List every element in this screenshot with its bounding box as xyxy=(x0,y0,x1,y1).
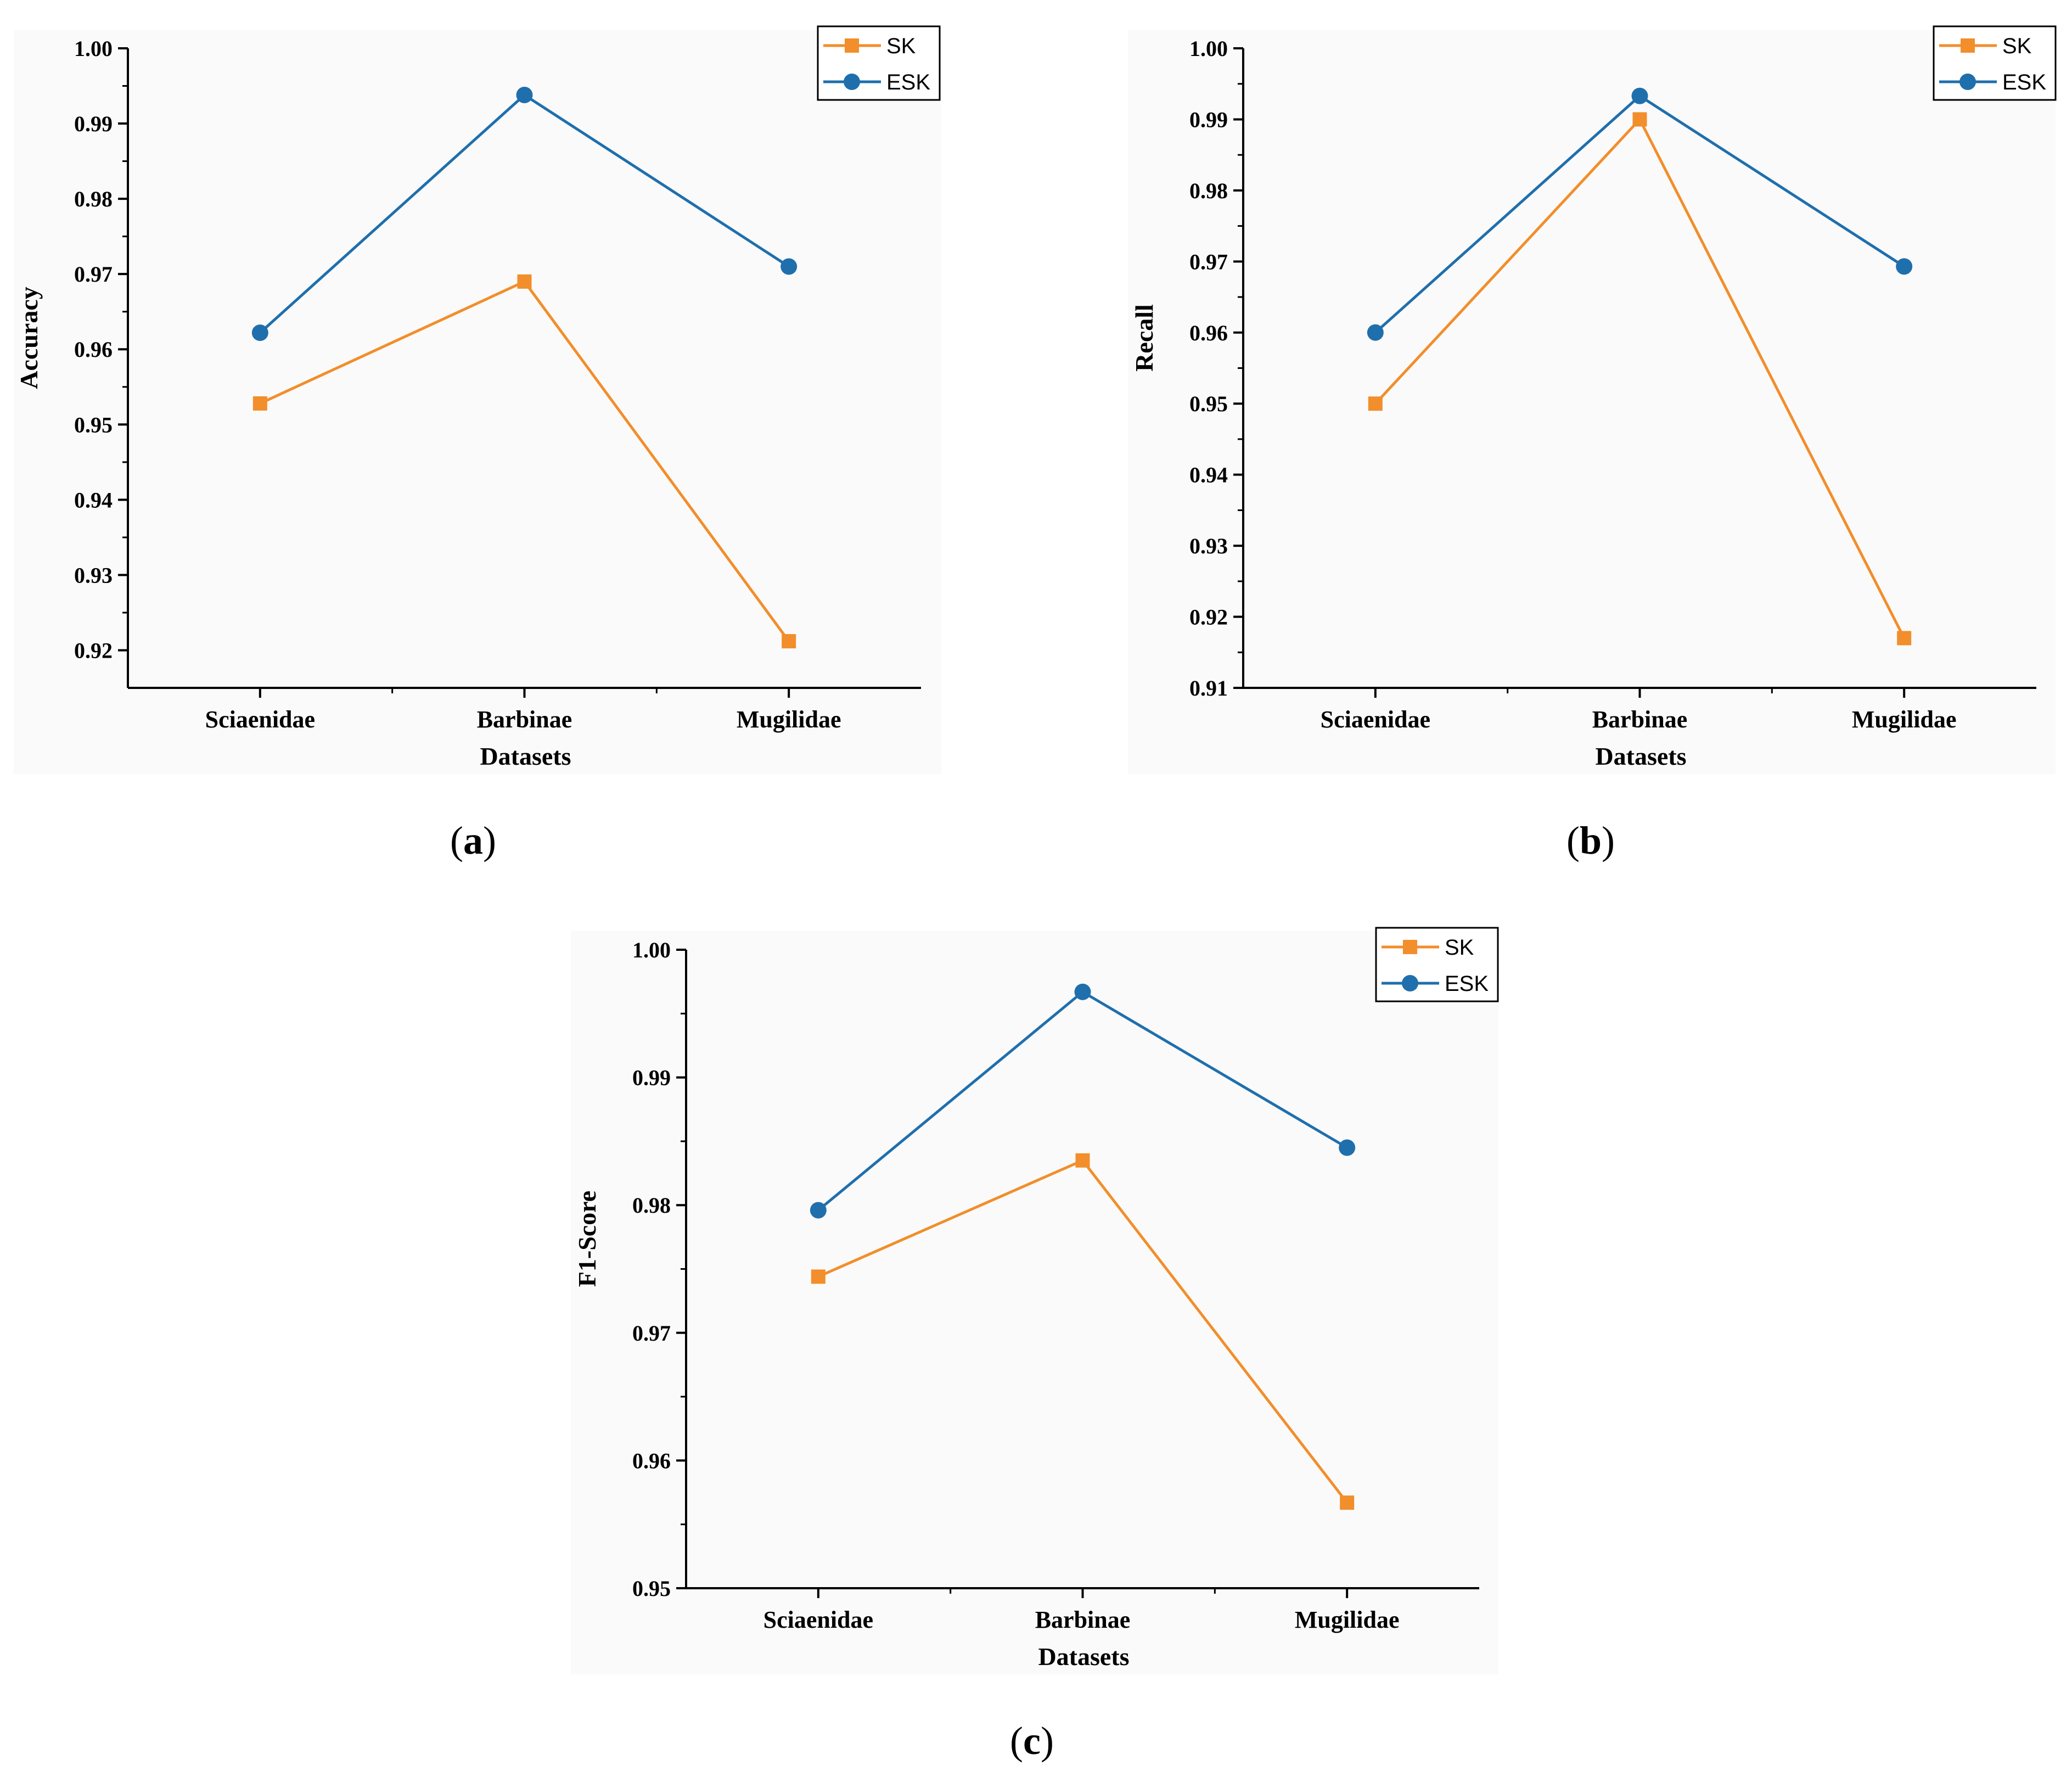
data-point-esk xyxy=(251,324,268,341)
plot-background xyxy=(14,30,941,774)
x-tick-label: Sciaenidae xyxy=(1321,706,1430,733)
data-point-sk xyxy=(1897,631,1912,646)
y-tick-label: 0.94 xyxy=(1189,463,1228,487)
chart-panel-b: 0.91 0.92 0.93 0.94 0.95 0.96 0.97 0.98 0.99 1.00… xyxy=(1128,25,2057,862)
data-point-esk xyxy=(810,1202,827,1219)
y-axis-title: F1-Score xyxy=(573,1191,601,1287)
legend: SK ESK xyxy=(817,25,941,101)
x-tick-label: Mugilidae xyxy=(1852,706,1957,733)
y-tick-label: 0.93 xyxy=(74,563,113,587)
y-tick-label: 0.96 xyxy=(632,1448,671,1473)
y-tick-label: 0.93 xyxy=(1189,534,1228,558)
y-tick-label: 1.00 xyxy=(74,36,113,61)
x-tick-label: Barbinae xyxy=(1592,706,1688,733)
legend-label-esk: ESK xyxy=(1445,972,1489,996)
data-point-sk xyxy=(1340,1495,1355,1510)
y-tick-label: 0.97 xyxy=(632,1321,671,1346)
y-tick-label: 0.97 xyxy=(74,262,113,287)
data-point-sk xyxy=(517,274,532,289)
legend-marker-esk xyxy=(1402,975,1418,991)
y-tick-label: 0.98 xyxy=(632,1193,671,1218)
x-axis-title: Datasets xyxy=(1595,742,1686,770)
legend-marker-sk xyxy=(1961,38,1975,53)
legend-box xyxy=(1933,25,2057,101)
data-point-esk xyxy=(780,258,798,275)
legend-label-esk: ESK xyxy=(886,70,930,94)
y-tick-label: 0.99 xyxy=(74,111,113,136)
plot-background xyxy=(1128,30,2056,774)
data-point-sk xyxy=(811,1269,826,1284)
legend-box xyxy=(1375,927,1499,1002)
data-point-esk xyxy=(516,86,533,103)
x-tick-label: Sciaenidae xyxy=(205,706,315,733)
data-point-esk xyxy=(1367,324,1384,341)
y-tick-label: 0.99 xyxy=(632,1066,671,1090)
panel-label: (a) xyxy=(450,819,496,862)
x-axis-title: Datasets xyxy=(1038,1643,1129,1671)
y-tick-label: 0.95 xyxy=(74,412,113,437)
y-axis-title: Recall xyxy=(1130,304,1158,372)
y-tick-label: 0.99 xyxy=(1189,107,1228,132)
panel-label-letter: c xyxy=(1023,1719,1041,1763)
y-tick-label: 0.95 xyxy=(632,1576,671,1601)
legend-label-sk: SK xyxy=(886,34,916,58)
legend-marker-sk xyxy=(845,38,859,53)
data-point-sk xyxy=(252,396,267,411)
legend-label-sk: SK xyxy=(1445,935,1474,960)
legend-marker-sk xyxy=(1403,940,1417,954)
y-tick-label: 1.00 xyxy=(1189,36,1228,61)
legend-box xyxy=(817,25,941,101)
x-tick-label: Mugilidae xyxy=(1295,1606,1400,1633)
y-tick-label: 0.98 xyxy=(1189,178,1228,203)
panel-label-letter: a xyxy=(463,819,483,862)
legend-label-sk: SK xyxy=(2002,34,2032,58)
y-tick-label: 0.92 xyxy=(74,638,113,663)
x-tick-label: Mugilidae xyxy=(737,706,841,733)
panel-label-letter: b xyxy=(1580,819,1602,862)
y-tick-label: 0.97 xyxy=(1189,249,1228,274)
y-tick-label: 1.00 xyxy=(632,938,671,962)
y-tick-label: 0.98 xyxy=(74,187,113,211)
data-point-esk xyxy=(1631,87,1648,104)
x-tick-label: Barbinae xyxy=(1035,1606,1131,1633)
y-tick-label: 0.95 xyxy=(1189,391,1228,416)
y-tick-label: 0.94 xyxy=(74,487,113,512)
y-tick-label: 0.96 xyxy=(74,337,113,362)
data-point-sk xyxy=(1368,396,1383,411)
data-point-sk xyxy=(1075,1153,1090,1168)
data-point-sk xyxy=(782,634,796,649)
x-tick-label: Sciaenidae xyxy=(763,1606,873,1633)
legend: SK ESK xyxy=(1375,927,1499,1002)
plot-background xyxy=(571,931,1498,1674)
panel-label: (b) xyxy=(1566,819,1615,862)
y-tick-label: 0.91 xyxy=(1189,676,1228,701)
y-tick-label: 0.92 xyxy=(1189,605,1228,630)
data-point-esk xyxy=(1339,1139,1356,1156)
chart-panel-c: 0.95 0.96 0.97 0.98 0.99 1.00 Sciaenidae Barbin… xyxy=(571,927,1499,1763)
x-axis-title: Datasets xyxy=(480,742,571,770)
x-tick-label: Barbinae xyxy=(477,706,572,733)
legend-marker-esk xyxy=(1959,74,1976,90)
chart-panel-a: 0.92 0.93 0.94 0.95 0.96 0.97 0.98 0.99 1.00 Scia… xyxy=(14,25,941,862)
y-axis-title: Accuracy xyxy=(15,287,43,389)
legend-label-esk: ESK xyxy=(2002,70,2046,94)
y-tick-label: 0.96 xyxy=(1189,321,1228,345)
panel-label: (c) xyxy=(1010,1719,1054,1763)
data-point-esk xyxy=(1896,258,1913,275)
legend: SK ESK xyxy=(1933,25,2057,101)
data-point-sk xyxy=(1632,112,1647,127)
legend-marker-esk xyxy=(844,74,860,90)
data-point-esk xyxy=(1074,983,1091,1000)
